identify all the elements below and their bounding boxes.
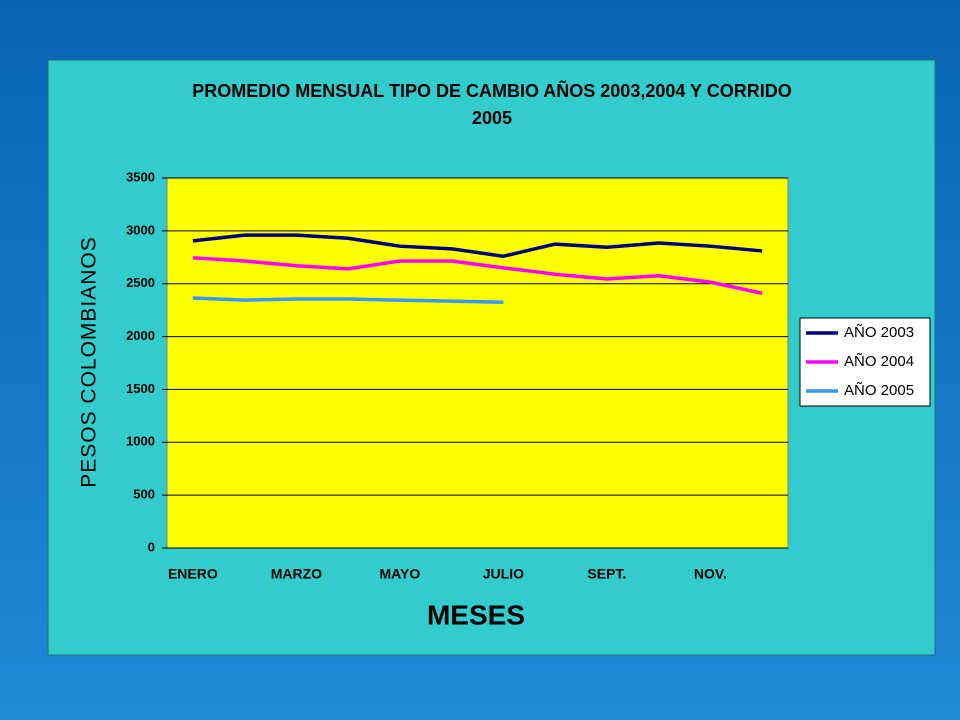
x-tick-label: MARZO: [271, 566, 322, 582]
y-tick-label: 0: [148, 539, 155, 554]
y-tick-label: 1000: [126, 434, 155, 449]
chart-title: PROMEDIO MENSUAL TIPO DE CAMBIO AÑOS 200…: [192, 80, 791, 101]
x-tick-label: NOV.: [694, 566, 727, 582]
x-tick-label: SEPT.: [587, 566, 626, 582]
series-line: [192, 296, 504, 304]
x-tick-label: MAYO: [380, 566, 421, 582]
series-line: [192, 256, 763, 295]
chart-subtitle: 2005: [472, 108, 512, 128]
x-tick-label: JULIO: [483, 566, 524, 582]
y-tick-label: 2000: [126, 328, 155, 343]
legend-label: AÑO 2005: [844, 382, 914, 399]
y-tick-label: 500: [133, 487, 155, 502]
x-axis-label: MESES: [427, 599, 525, 630]
legend-label: AÑO 2003: [844, 324, 914, 341]
y-tick-label: 2500: [126, 275, 155, 290]
x-tick-label: ENERO: [168, 566, 218, 582]
y-tick-label: 1500: [126, 381, 155, 396]
y-axis-label: PESOS COLOMBIANOS: [78, 236, 101, 488]
y-tick-label: 3000: [126, 222, 155, 237]
legend-label: AÑO 2004: [844, 353, 914, 370]
series-line: [192, 233, 763, 258]
y-tick-label: 3500: [126, 169, 155, 184]
